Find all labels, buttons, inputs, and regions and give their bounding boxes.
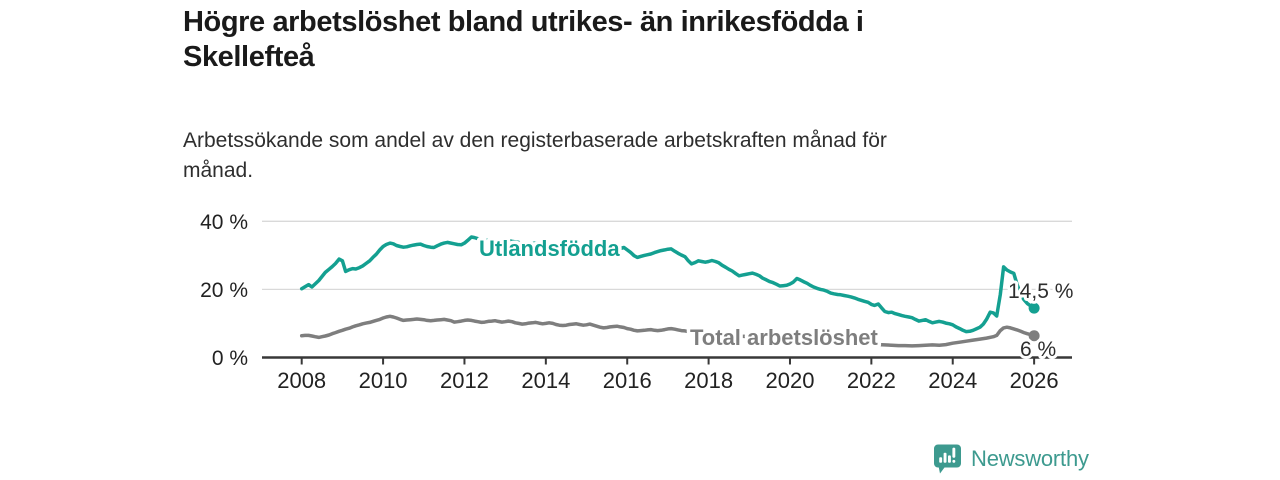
x-axis-label-2014: 2014	[521, 368, 570, 393]
series-line-total	[299, 314, 1036, 348]
bar-2	[943, 452, 947, 463]
series-label-total: Total arbetslöshet	[690, 325, 879, 350]
y-axis-label-40: 40 %	[200, 211, 248, 234]
y-axis-label-0: 0 %	[212, 347, 248, 370]
x-axis-label-2016: 2016	[603, 368, 652, 393]
x-axis-label-2018: 2018	[684, 368, 733, 393]
bar-3	[948, 455, 951, 463]
exclamation-dot	[952, 459, 956, 463]
end-value-label-utlandsfodda: 14,5 %	[1008, 280, 1073, 303]
end-dot-total	[1028, 330, 1040, 342]
x-axis-label-2024: 2024	[928, 368, 977, 393]
x-axis-label-2026: 2026	[1010, 368, 1059, 393]
page-title-line-1: Högre arbetslöshet bland utrikes- än inr…	[183, 6, 864, 38]
series-label-utlandsfodda: Utlandsfödda	[479, 236, 620, 261]
x-axis-label-2008: 2008	[277, 368, 326, 393]
brand-name: Newsworthy	[971, 445, 1089, 471]
newsworthy-logo-icon	[934, 444, 961, 474]
end-dot-utlandsfodda	[1028, 302, 1040, 314]
x-axis-label-2020: 2020	[766, 368, 815, 393]
chart-subtitle-line-1: Arbetssökande som andel av den registerb…	[183, 129, 887, 152]
newsworthy-branding: Newsworthy	[933, 443, 1089, 474]
bar-1	[939, 457, 943, 463]
x-axis-label-2022: 2022	[847, 368, 896, 393]
x-axis-label-2010: 2010	[359, 368, 408, 393]
x-axis-label-2012: 2012	[440, 368, 489, 393]
chart-subtitle-line-2: månad.	[183, 159, 254, 182]
page-title: Högre arbetslöshet bland utrikes- än inr…	[183, 5, 864, 75]
end-value-label-total: 6 %	[1020, 338, 1056, 361]
exclamation-bar	[952, 447, 956, 458]
series-line-utlandsfodda	[299, 235, 1036, 334]
chart-subtitle: Arbetssökande som andel av den registerb…	[183, 126, 887, 186]
page-title-line-2: Skellefteå	[183, 41, 315, 73]
speech-bubble-shape	[934, 444, 961, 474]
y-axis-label-20: 20 %	[200, 279, 248, 302]
